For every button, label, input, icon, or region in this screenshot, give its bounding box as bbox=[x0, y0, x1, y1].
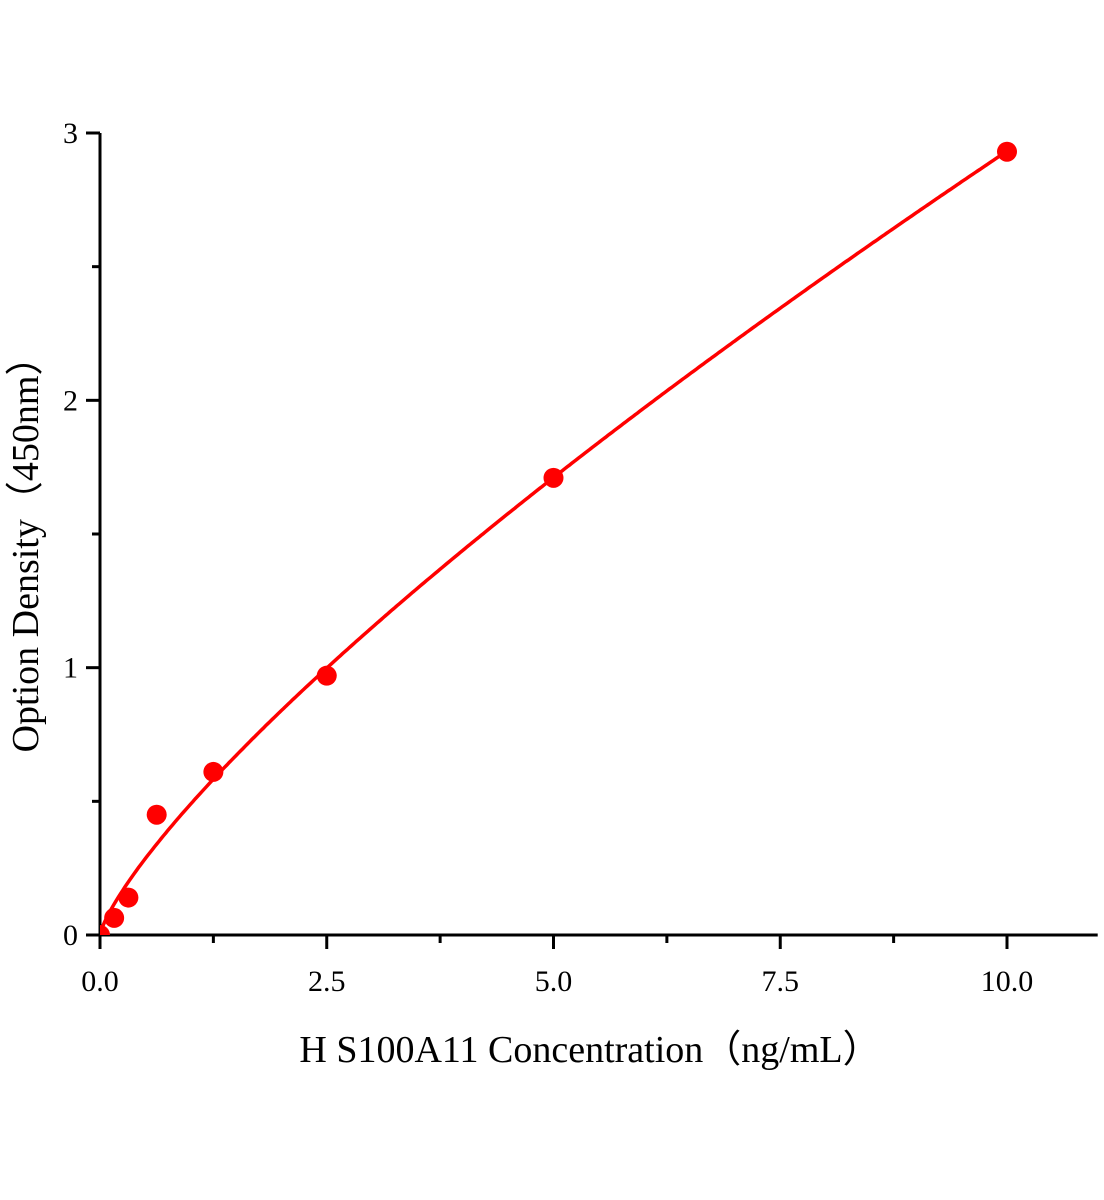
x-tick-label: 7.5 bbox=[762, 965, 800, 998]
x-tick-label: 5.0 bbox=[535, 965, 573, 998]
data-point bbox=[316, 665, 337, 686]
y-axis-title: Option Density（450nm） bbox=[5, 338, 47, 753]
data-point bbox=[146, 804, 167, 825]
axes bbox=[86, 131, 1098, 949]
points-layer bbox=[100, 141, 1017, 935]
x-tick-label: 10.0 bbox=[981, 965, 1034, 998]
x-axis-title: H S100A11 Concentration（ng/mL） bbox=[299, 1029, 880, 1071]
x-tick-label: 0.0 bbox=[81, 965, 119, 998]
data-point bbox=[203, 761, 224, 782]
fit-curve-layer bbox=[100, 149, 1008, 935]
y-tick-label: 3 bbox=[63, 117, 78, 150]
y-tick-label: 1 bbox=[63, 652, 78, 685]
y-tick-label: 2 bbox=[63, 384, 78, 417]
data-point bbox=[543, 467, 564, 488]
fit-curve bbox=[100, 149, 1008, 935]
x-tick-label: 2.5 bbox=[308, 965, 346, 998]
data-point bbox=[100, 925, 110, 935]
y-tick-label: 0 bbox=[63, 919, 78, 952]
data-point bbox=[104, 907, 125, 928]
data-point bbox=[118, 887, 139, 908]
tick-labels: 0.0 2.5 5.0 7.5 10.0 0 1 2 3 bbox=[63, 117, 1033, 998]
data-point bbox=[997, 141, 1017, 162]
